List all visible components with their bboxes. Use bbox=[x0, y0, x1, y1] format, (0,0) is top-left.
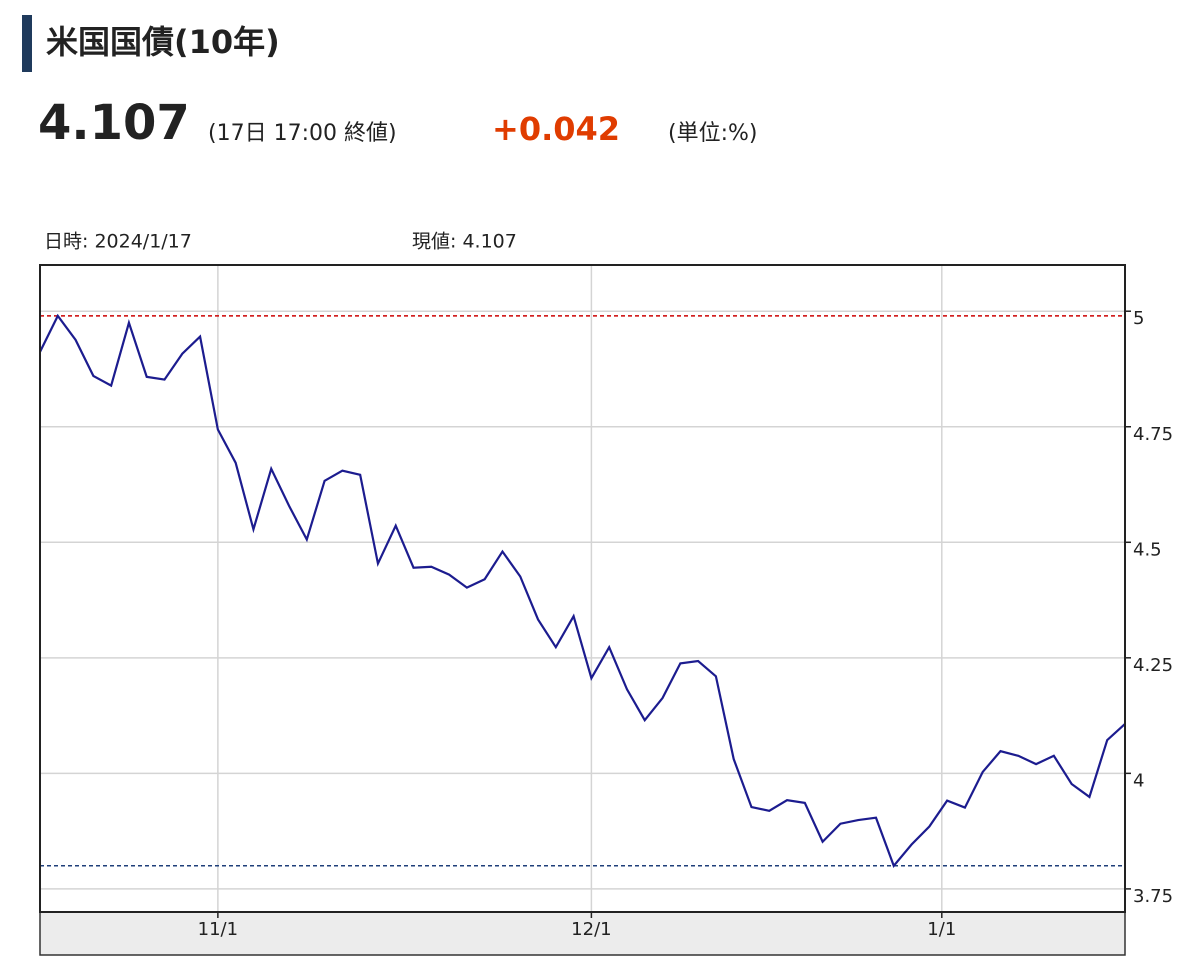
series-line bbox=[39, 313, 1126, 868]
y-tick-label: 5 bbox=[1133, 308, 1144, 329]
y-tick-label: 3.75 bbox=[1133, 886, 1173, 907]
price: 4.107 bbox=[38, 95, 190, 151]
x-tick-label: 11/1 bbox=[198, 919, 238, 940]
change: +0.042 bbox=[492, 110, 620, 148]
info-value: 現値: 4.107 bbox=[412, 231, 517, 253]
unit: (単位:%) bbox=[668, 121, 757, 146]
y-tick-label: 4.75 bbox=[1133, 424, 1173, 445]
x-tick-label: 12/1 bbox=[571, 919, 611, 940]
info-date: 日時: 2024/1/17 bbox=[44, 231, 192, 253]
y-tick-label: 4.25 bbox=[1133, 655, 1173, 676]
x-tick-label: 1/1 bbox=[927, 919, 956, 940]
y-tick-label: 4 bbox=[1133, 770, 1144, 791]
title-bar bbox=[22, 15, 32, 72]
x-axis-band bbox=[39, 911, 1126, 956]
plot-frame bbox=[39, 264, 1126, 913]
title: 米国国債(10年) bbox=[46, 23, 280, 61]
y-tick-label: 4.5 bbox=[1133, 539, 1162, 560]
time-note: (17日 17:00 終値) bbox=[208, 121, 397, 146]
